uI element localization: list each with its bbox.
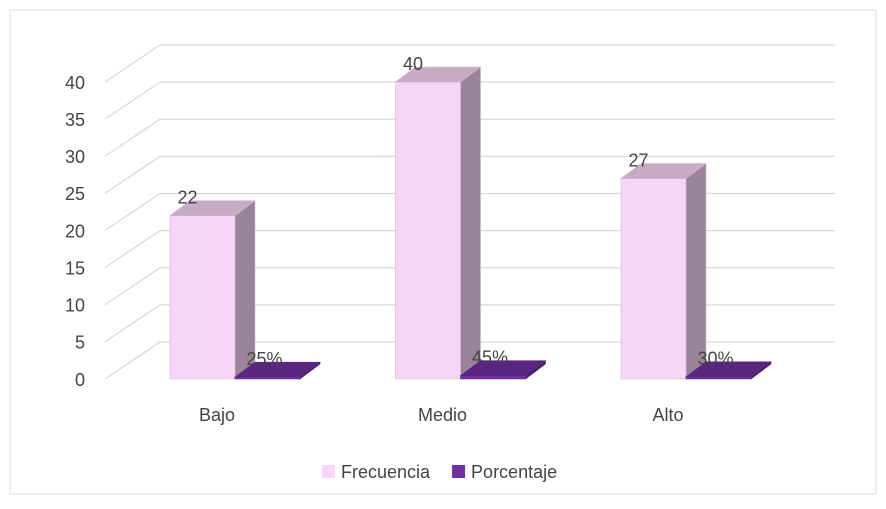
- bar-side: [685, 162, 707, 380]
- y-tick-label: 20: [65, 221, 85, 241]
- legend-label: Frecuencia: [341, 462, 431, 482]
- grid-line: [104, 192, 835, 232]
- y-tick-label: 0: [75, 370, 85, 390]
- grid-line: [104, 304, 835, 343]
- bar: [394, 66, 482, 380]
- legend-swatch: [452, 465, 466, 478]
- bar-front: [460, 375, 526, 380]
- bar-top: [169, 200, 256, 216]
- bar-front: [169, 215, 236, 380]
- bar-front: [620, 178, 687, 380]
- x-tick-label: Medio: [418, 405, 467, 425]
- data-label: 22: [177, 187, 197, 207]
- y-tick-label: 15: [65, 258, 85, 278]
- bar: [169, 200, 256, 380]
- data-label: 30%: [697, 349, 733, 369]
- y-tick-label: 25: [65, 184, 85, 204]
- grid-line: [104, 118, 835, 157]
- bar-front: [685, 376, 752, 380]
- bar-top: [394, 66, 482, 83]
- y-tick-label: 5: [75, 333, 85, 353]
- grid-line: [104, 44, 835, 83]
- y-tick-label: 40: [65, 73, 85, 93]
- bar-front: [395, 81, 461, 380]
- grid-line: [104, 155, 835, 194]
- legend-swatch: [322, 465, 335, 478]
- grid-line: [104, 81, 835, 120]
- x-tick-label: Bajo: [199, 405, 235, 425]
- legend-label: Porcentaje: [471, 462, 557, 482]
- bar-top: [620, 163, 707, 179]
- y-tick-label: 30: [65, 147, 85, 167]
- bar: [620, 162, 707, 380]
- grid-line: [104, 341, 835, 380]
- data-label: 40: [403, 54, 423, 74]
- bar-top: [685, 361, 772, 378]
- data-label: 25%: [246, 349, 282, 369]
- x-tick-label: Alto: [652, 405, 683, 425]
- y-tick-label: 35: [65, 110, 85, 130]
- data-label: 27: [628, 150, 648, 170]
- bar-side: [460, 66, 481, 380]
- grid-line: [104, 267, 835, 306]
- bar: [459, 360, 547, 380]
- grid-line: [104, 229, 835, 269]
- bar: [685, 361, 772, 380]
- bar: [234, 361, 321, 380]
- data-label: 45%: [472, 347, 508, 367]
- y-tick-label: 10: [65, 296, 85, 316]
- bar-top: [459, 360, 547, 376]
- bar-top: [234, 361, 321, 378]
